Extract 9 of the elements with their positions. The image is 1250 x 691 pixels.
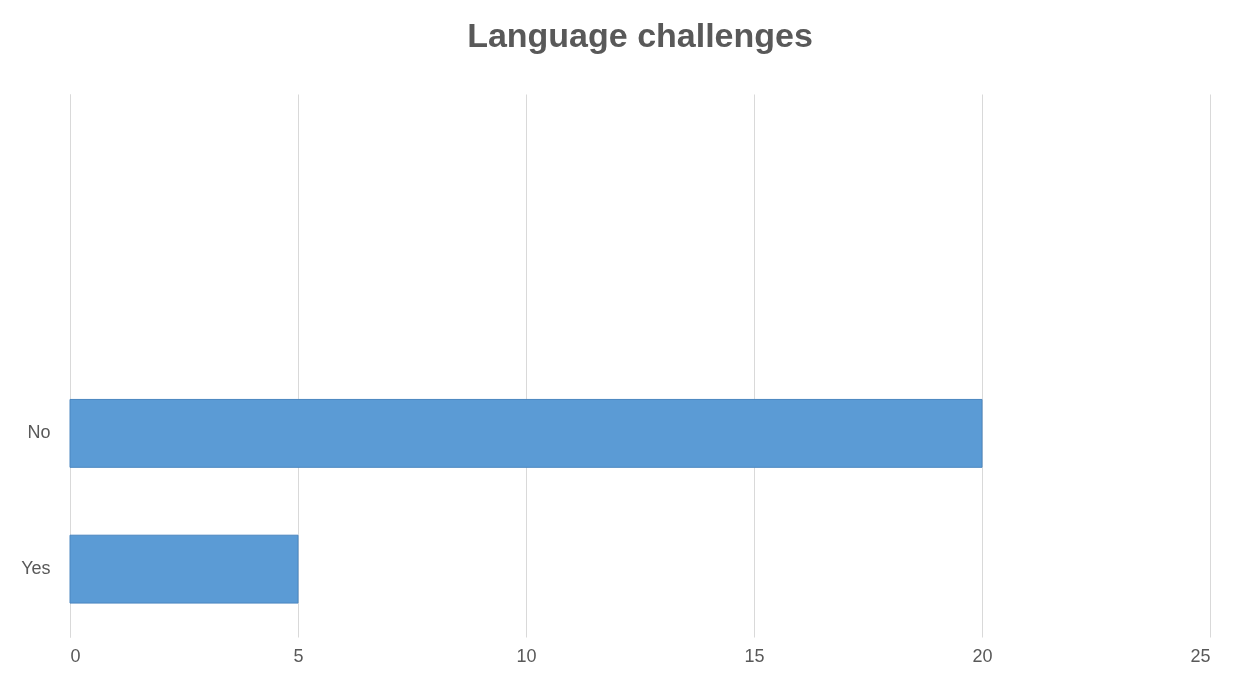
x-tick-label: 10 — [516, 645, 537, 666]
y-tick-label: Yes — [21, 558, 51, 579]
x-tick-label: 15 — [744, 645, 765, 666]
chart-title: Language challenges — [467, 16, 813, 54]
y-tick-label: No — [27, 422, 51, 443]
x-tick-label: 5 — [293, 645, 304, 666]
x-tick-label: 20 — [972, 645, 993, 666]
x-tick-label: 0 — [70, 645, 81, 666]
x-tick-label: 25 — [1190, 645, 1211, 666]
